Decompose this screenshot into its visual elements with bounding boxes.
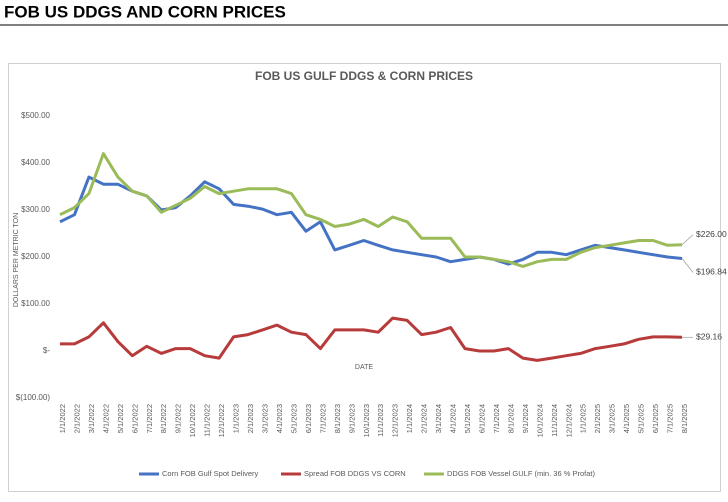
x-tick-label: 3/1/2024 xyxy=(434,404,443,433)
series-line xyxy=(59,152,683,268)
x-tick-label: 7/1/2025 xyxy=(666,404,675,433)
x-tick-label: 10/1/2022 xyxy=(188,404,197,437)
legend-label: DDGS FOB Vessel GULF (min. 36 % Profat) xyxy=(447,469,595,478)
x-tick-label: 10/1/2024 xyxy=(535,404,544,437)
x-tick-label: 6/1/2023 xyxy=(304,404,313,433)
x-tick-label: 6/1/2025 xyxy=(651,404,660,433)
x-tick-label: 5/1/2022 xyxy=(116,404,125,433)
x-tick-label: 9/1/2023 xyxy=(347,404,356,433)
x-tick-label: 8/1/2023 xyxy=(333,404,342,433)
label-leader xyxy=(681,258,694,273)
x-axis-label: DATE xyxy=(355,364,373,371)
x-tick-label: 3/1/2025 xyxy=(608,404,617,433)
x-tick-label: 4/1/2025 xyxy=(622,404,631,433)
y-tick-label: $100.00 xyxy=(21,299,50,308)
x-tick-label: 8/1/2022 xyxy=(159,404,168,433)
x-tick-label: 12/1/2022 xyxy=(217,404,226,437)
chart-frame xyxy=(8,63,721,492)
x-tick-label: 5/1/2024 xyxy=(463,404,472,433)
x-tick-label: 1/1/2025 xyxy=(579,404,588,433)
data-label: $29.16 xyxy=(696,332,722,342)
x-tick-label: 2/1/2024 xyxy=(420,404,429,433)
y-tick-label: $400.00 xyxy=(21,158,50,167)
x-tick-label: 1/1/2024 xyxy=(405,404,414,433)
x-tick-label: 11/1/2024 xyxy=(550,404,559,437)
x-tick-label: 7/1/2024 xyxy=(492,404,501,433)
x-tick-label: 3/1/2022 xyxy=(87,404,96,433)
x-tick-label: 1/1/2022 xyxy=(58,404,67,433)
chart-title: FOB US GULF DDGS & CORN PRICES xyxy=(255,69,473,83)
x-tick-label: 6/1/2022 xyxy=(130,404,139,433)
y-tick-label: $200.00 xyxy=(21,252,50,261)
legend-label: Corn FOB Gulf Spot Delivery xyxy=(162,469,259,478)
x-tick-label: 4/1/2022 xyxy=(101,404,110,433)
x-tick-label: 7/1/2023 xyxy=(318,404,327,433)
x-tick-label: 12/1/2024 xyxy=(564,404,573,437)
x-tick-label: 5/1/2025 xyxy=(637,404,646,433)
y-tick-label: $(100.00) xyxy=(16,393,51,402)
x-tick-label: 11/1/2022 xyxy=(203,404,212,437)
x-tick-label: 6/1/2024 xyxy=(477,404,486,433)
legend-label: Spread FOB DDGS VS CORN xyxy=(304,469,406,478)
data-label: $196.84 xyxy=(696,267,727,277)
x-tick-label: 2/1/2023 xyxy=(246,404,255,433)
y-tick-label: $- xyxy=(43,346,50,355)
x-tick-label: 11/1/2023 xyxy=(376,404,385,437)
x-tick-label: 1/1/2023 xyxy=(232,404,241,433)
series-line xyxy=(60,316,683,362)
data-label: $226.00 xyxy=(696,229,727,239)
x-tick-label: 9/1/2024 xyxy=(521,404,530,433)
y-tick-label: $500.00 xyxy=(21,111,50,120)
x-tick-label: 10/1/2023 xyxy=(362,404,371,437)
x-tick-label: 4/1/2023 xyxy=(275,404,284,433)
x-tick-label: 5/1/2023 xyxy=(289,404,298,433)
x-tick-label: 2/1/2022 xyxy=(72,404,81,433)
page-title: FOB US DDGS AND CORN PRICES xyxy=(4,2,286,21)
x-tick-label: 12/1/2023 xyxy=(391,404,400,437)
y-axis-label: DOLLARS PER METRIC TON xyxy=(13,213,20,307)
label-leader xyxy=(681,234,694,246)
y-tick-label: $300.00 xyxy=(21,205,50,214)
x-tick-label: 8/1/2025 xyxy=(680,404,689,433)
x-tick-label: 2/1/2025 xyxy=(593,404,602,433)
x-tick-label: 4/1/2024 xyxy=(449,404,458,433)
x-tick-label: 9/1/2022 xyxy=(174,404,183,433)
x-tick-label: 8/1/2024 xyxy=(506,404,515,433)
x-tick-label: 3/1/2023 xyxy=(260,404,269,433)
x-tick-label: 7/1/2022 xyxy=(145,404,154,433)
